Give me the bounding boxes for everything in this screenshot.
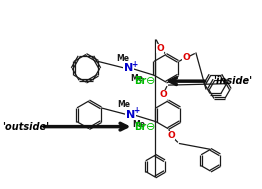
Text: Me: Me xyxy=(132,120,145,129)
Text: 'inside': 'inside' xyxy=(214,76,253,86)
Text: ⊖: ⊖ xyxy=(146,122,155,132)
Text: Br: Br xyxy=(134,76,146,86)
Text: Me: Me xyxy=(117,100,130,109)
Text: +: + xyxy=(131,60,137,69)
Text: O: O xyxy=(156,44,164,53)
Text: O: O xyxy=(167,131,175,140)
Text: N: N xyxy=(124,63,133,73)
Text: Me: Me xyxy=(116,54,129,63)
Text: ⊖: ⊖ xyxy=(146,76,155,86)
Text: +: + xyxy=(133,106,139,115)
Text: Br: Br xyxy=(134,122,146,132)
Text: O: O xyxy=(159,91,167,99)
Text: N: N xyxy=(126,110,135,120)
Text: Me: Me xyxy=(130,74,143,83)
Text: 'outside': 'outside' xyxy=(2,122,49,132)
Text: O: O xyxy=(182,53,190,62)
